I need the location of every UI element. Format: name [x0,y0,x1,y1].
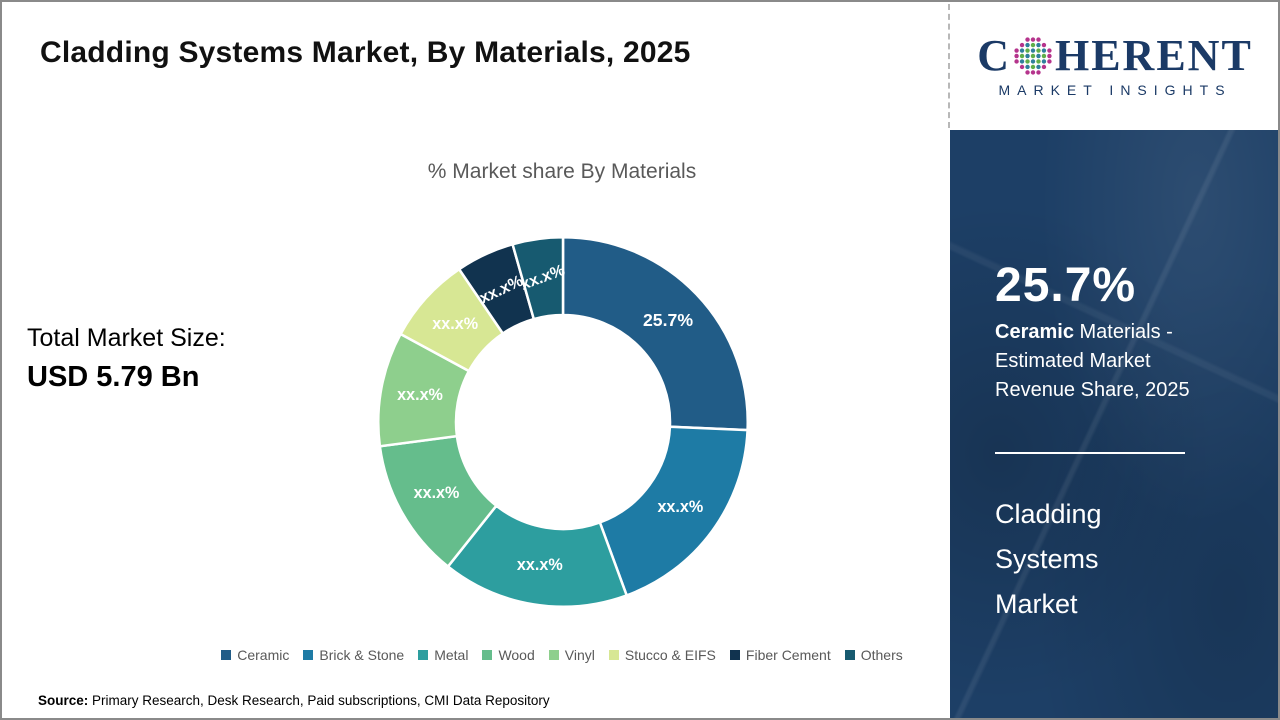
donut-segment [561,235,749,432]
total-size-label: Total Market Size: [27,324,226,352]
logo-globe-dot [1014,53,1019,59]
logo-globe-dot [1041,42,1047,48]
legend-swatch [482,650,493,660]
logo-globe-dot [1036,42,1041,48]
logo-globe-dot [1025,42,1030,48]
logo-globe-dot [1036,59,1041,64]
source-text: Primary Research, Desk Research, Paid su… [88,693,550,708]
legend-swatch [418,650,429,660]
logo-globe-dot [1025,37,1030,42]
segment-value-label: xx.x% [517,556,563,574]
logo-globe-dot [1030,53,1036,59]
logo-globe-dot [1019,42,1025,48]
logo-globe-dot [1030,42,1036,48]
logo-globe-dot [1041,48,1047,53]
legend-label: Wood [498,647,535,663]
logo-letter-c: C [977,31,1011,80]
logo-globe-dot [1036,70,1041,75]
logo-globe-dot [1025,53,1030,59]
logo-globe-dot [1025,48,1030,53]
legend-item: Others [844,647,903,663]
donut-segment [511,235,565,321]
highlight-value: 25.7% [995,259,1137,312]
legend-item: Metal [418,647,468,663]
legend-label: Metal [434,647,469,663]
legend-swatch [608,650,619,660]
logo-globe-dot [1030,37,1036,42]
logo-globe-dot [1030,70,1036,75]
legend-item: Fiber Cement [729,647,831,663]
legend-label: Brick & Stone [319,647,405,663]
legend-item: Stucco & EIFS [608,647,716,663]
page-title: Cladding Systems Market, By Materials, 2… [40,36,691,69]
logo-globe-dot [1019,64,1025,70]
legend-item: Vinyl [548,647,595,663]
highlight-panel: 25.7% Ceramic Materials - Estimated Mark… [950,130,1278,718]
total-size-value: USD 5.79 Bn [27,361,200,393]
highlight-desc-rest: Materials - Estimated Market Revenue Sha… [995,321,1190,401]
legend-item: Ceramic [221,647,289,663]
logo-globe-dot [1036,53,1041,59]
source-label: Source: [38,693,89,708]
segment-value-label: 25.7% [643,310,693,330]
panel-divider [995,452,1185,454]
logo-globe-dot [1019,53,1025,59]
chart-title: % Market share By Materials [427,160,697,183]
logo-word-rest: HERENT [1054,31,1253,80]
logo-wordmark: C HERENT [977,34,1253,78]
logo-globe-dot [1025,59,1030,64]
legend-swatch [548,650,559,660]
logo-globe-dot [1036,64,1041,70]
logo-globe-dot [1041,59,1047,64]
logo-globe-dot [1019,59,1025,64]
logo-globe-dot [1030,48,1036,53]
logo-globe-dot [1014,59,1019,64]
legend-label: Stucco & EIFS [624,647,716,663]
logo-globe-dot [1041,53,1047,59]
logo-globe-dot [1047,53,1052,59]
logo-globe-icon [1014,37,1052,75]
donut-chart: 25.7%xx.x%xx.x%xx.x%xx.x%xx.x%xx.x%xx.x% [377,235,749,608]
donut-segment [598,425,749,598]
segment-value-label: xx.x% [432,315,478,333]
segment-value-label: xx.x% [414,484,460,502]
legend-label: Others [860,647,903,663]
logo-globe-dot [1025,70,1030,75]
segment-value-label: xx.x% [657,498,703,516]
logo-globe-dot [1025,64,1030,70]
brand-logo: C HERENT MARKET INSIGHTS [952,2,1278,130]
source-note: Source: Primary Research, Desk Research,… [38,693,550,708]
highlight-desc-bold: Ceramic [995,321,1074,343]
legend-label: Vinyl [564,647,595,663]
logo-globe-dot [1041,64,1047,70]
legend-item: Brick & Stone [303,647,404,663]
legend-label: Ceramic [237,647,290,663]
market-name: Cladding Systems Market [995,499,1102,619]
highlight-description: Ceramic Materials - Estimated Market Rev… [995,318,1210,405]
logo-globe-dot [1014,48,1019,53]
legend-swatch [221,650,232,660]
legend-swatch [844,650,855,660]
legend-swatch [303,650,314,660]
chart-legend: Ceramic Brick & Stone Metal Wood Vinyl Stucco… [172,647,952,663]
segment-value-label: xx.x% [397,386,443,404]
logo-globe-dot [1036,37,1041,42]
legend-item: Wood [482,647,535,663]
logo-subtitle: MARKET INSIGHTS [998,82,1232,98]
header-separator [948,4,950,128]
logo-globe-dot [1036,48,1041,53]
logo-globe-dot [1030,64,1036,70]
logo-globe-dot [1019,48,1025,53]
logo-globe-dot [1047,48,1052,53]
logo-globe-dot [1047,59,1052,64]
total-market-size: Total Market Size: USD 5.79 Bn [27,324,226,394]
legend-swatch [729,650,740,660]
legend-label: Fiber Cement [745,647,831,663]
logo-globe-dot [1030,59,1036,64]
